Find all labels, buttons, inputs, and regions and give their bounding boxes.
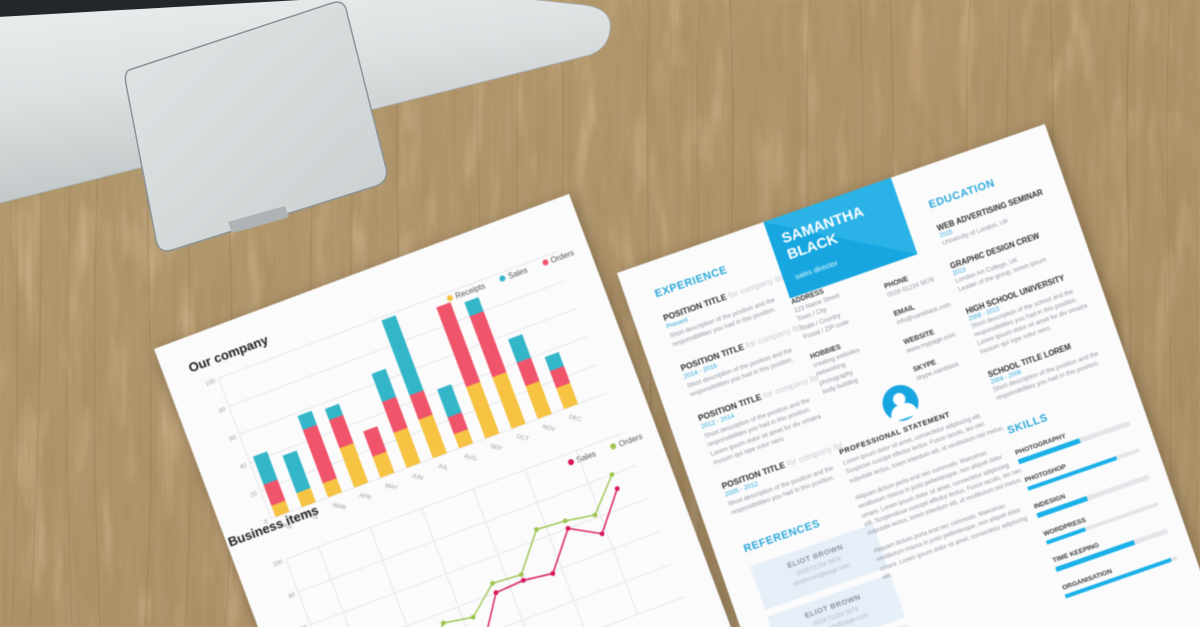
svg-text:JUL: JUL xyxy=(437,463,449,472)
svg-text:SEP: SEP xyxy=(489,444,502,453)
svg-text:MAY: MAY xyxy=(384,483,398,492)
svg-text:DEC: DEC xyxy=(568,414,582,423)
svg-text:OCT: OCT xyxy=(516,434,530,443)
svg-text:APR: APR xyxy=(358,493,372,502)
svg-text:100: 100 xyxy=(272,559,284,568)
svg-text:80: 80 xyxy=(288,592,297,600)
svg-text:20: 20 xyxy=(250,491,259,499)
svg-text:AUG: AUG xyxy=(463,454,477,463)
svg-text:40: 40 xyxy=(240,463,249,471)
svg-text:60: 60 xyxy=(229,435,238,443)
svg-text:JUN: JUN xyxy=(411,473,424,482)
svg-text:NOV: NOV xyxy=(542,424,556,433)
svg-text:MAR: MAR xyxy=(332,503,347,512)
svg-text:80: 80 xyxy=(218,407,227,415)
svg-text:100: 100 xyxy=(205,379,217,388)
